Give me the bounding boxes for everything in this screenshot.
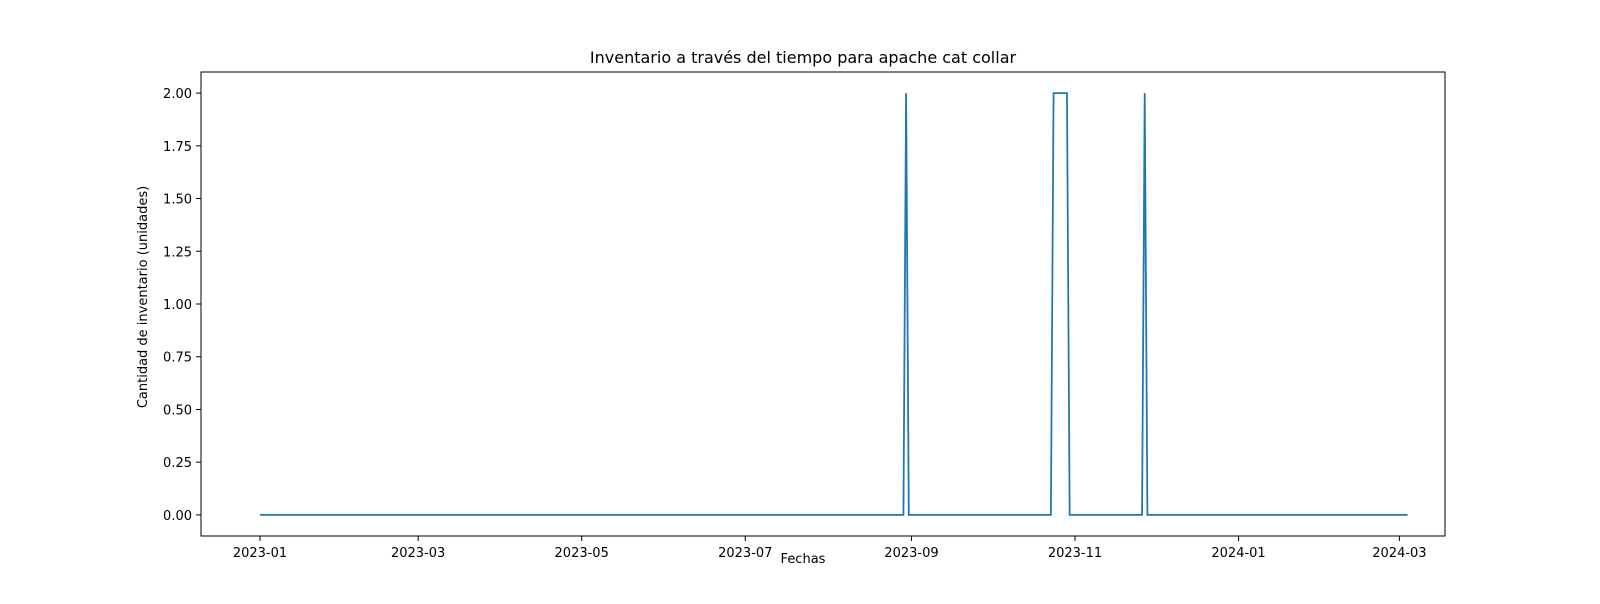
y-tick-label: 0.25 — [163, 456, 192, 471]
y-tick-label: 1.75 — [163, 140, 192, 155]
y-tick-label: 0.50 — [163, 403, 192, 418]
y-tick-label: 0.00 — [163, 509, 192, 524]
y-axis-label: Cantidad de inventario (unidades) — [136, 186, 151, 408]
y-axis: 0.00 0.25 0.50 0.75 1.00 1.25 1.50 1.75 2.00 — [163, 87, 201, 524]
x-axis-label: Fechas — [781, 552, 826, 567]
y-tick-label: 1.00 — [163, 298, 192, 313]
x-tick-label: 2023-07 — [718, 546, 772, 561]
y-tick-label: 2.00 — [163, 87, 192, 102]
chart-title: Inventario a través del tiempo para apac… — [590, 48, 1017, 67]
x-tick-label: 2024-03 — [1372, 546, 1426, 561]
series-line-0 — [259, 92, 1408, 516]
x-axis: 2023-01 2023-03 2023-05 2023-07 2023-09 2023-… — [233, 536, 1427, 561]
x-tick-label: 2023-11 — [1048, 546, 1102, 561]
x-tick-label: 2023-01 — [233, 546, 287, 561]
x-tick-label: 2023-03 — [391, 546, 445, 561]
x-tick-label: 2023-05 — [555, 546, 609, 561]
y-tick-label: 0.75 — [163, 351, 192, 366]
y-tick-label: 1.25 — [163, 245, 192, 260]
x-tick-label: 2024-01 — [1211, 546, 1265, 561]
y-tick-label: 1.50 — [163, 193, 192, 208]
x-tick-label: 2023-09 — [884, 546, 938, 561]
